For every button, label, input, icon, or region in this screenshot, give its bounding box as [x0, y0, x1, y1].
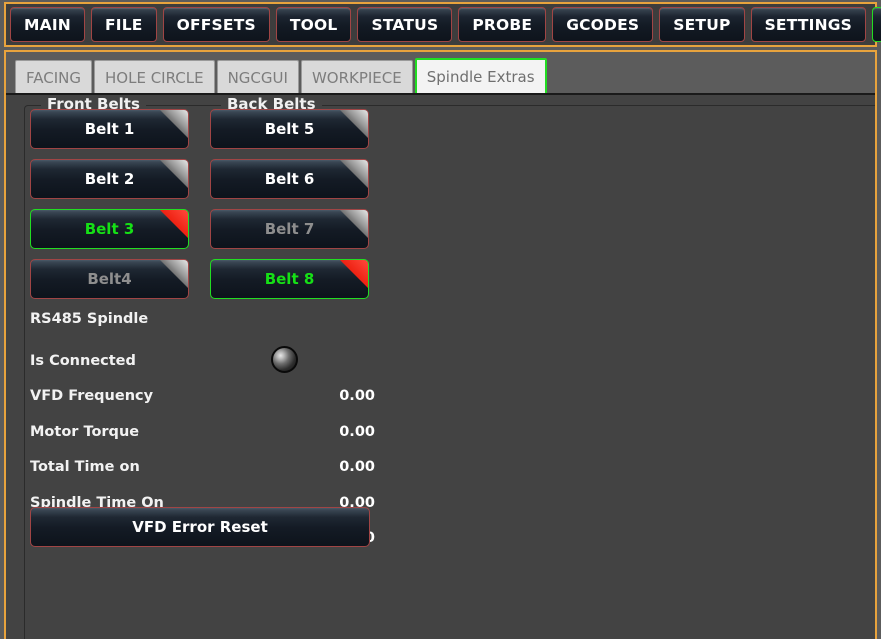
tab-label: HOLE CIRCLE: [105, 69, 204, 87]
spindle-extras-panel: Front Belts Back Belts Belt 1 Belt 2 Belt …: [6, 93, 875, 639]
belt-button-belt5[interactable]: Belt 5: [210, 109, 369, 149]
belt-button-label: Belt 5: [264, 120, 315, 138]
tab-workpiece[interactable]: WORKPIECE: [300, 60, 413, 95]
nav-button-gcodes[interactable]: GCODES: [552, 7, 654, 42]
spindle-row-label: VFD Frequency: [30, 388, 154, 405]
nav-button-probe[interactable]: PROBE: [458, 7, 547, 42]
nav-button-label: FILE: [104, 15, 143, 34]
nav-button-status[interactable]: STATUS: [357, 7, 453, 42]
back-belts-title: Back Belts: [221, 95, 322, 113]
nav-button-label: SETTINGS: [764, 15, 853, 34]
belt-button-label: Belt 6: [264, 170, 315, 188]
belt-button-label: Belt 1: [84, 120, 135, 138]
nav-button-utils[interactable]: UTILS: [872, 7, 881, 42]
tab-ngcgui[interactable]: NGCGUI: [216, 60, 299, 95]
spindle-row-value: 0.00: [339, 494, 375, 511]
corner-fold-grey-icon: [160, 110, 188, 138]
tab-hole-circle[interactable]: HOLE CIRCLE: [94, 60, 215, 95]
spindle-row-value: 0.00: [339, 459, 375, 476]
vfd-error-reset-label: VFD Error Reset: [132, 518, 268, 536]
belt-button-belt3[interactable]: Belt 3: [30, 209, 189, 249]
nav-button-label: GCODES: [566, 15, 640, 34]
corner-fold-grey-icon: [340, 160, 368, 188]
tab-label: FACING: [26, 69, 81, 87]
nav-button-setup[interactable]: SETUP: [659, 7, 745, 42]
nav-button-main[interactable]: MAIN: [10, 7, 85, 42]
vfd-error-reset-button[interactable]: VFD Error Reset: [30, 507, 370, 547]
is-connected-label: Is Connected: [30, 352, 136, 369]
spindle-row-label: Motor Torque: [30, 423, 140, 440]
utils-tab-bar: FACING HOLE CIRCLE NGCGUI WORKPIECE Spindle …: [6, 52, 875, 95]
corner-fold-grey-icon: [160, 260, 188, 288]
corner-fold-grey-icon: [160, 160, 188, 188]
belt-button-belt4[interactable]: Belt4: [30, 259, 189, 299]
belt-button-belt7[interactable]: Belt 7: [210, 209, 369, 249]
belt-button-label: Belt 8: [264, 270, 315, 288]
belt-button-belt8[interactable]: Belt 8: [210, 259, 369, 299]
nav-button-label: MAIN: [24, 15, 71, 34]
belt-button-belt6[interactable]: Belt 6: [210, 159, 369, 199]
corner-fold-red-icon: [340, 260, 368, 288]
tab-label: Spindle Extras: [426, 67, 535, 86]
nav-button-label: SETUP: [673, 15, 731, 34]
nav-button-file[interactable]: FILE: [90, 7, 157, 42]
belt-button-label: Belt4: [87, 270, 132, 288]
belt-button-label: Belt 7: [264, 220, 315, 238]
belt-button-label: Belt 3: [84, 220, 135, 238]
is-connected-row: Is Connected: [30, 343, 375, 379]
navigation-button-group: MAIN FILE OFFSETS TOOL STATUS PROBE GCODES SETU…: [6, 4, 881, 45]
rs485-spindle-heading: RS485 Spindle: [30, 311, 149, 327]
nav-button-label: PROBE: [472, 15, 533, 34]
nav-button-label: OFFSETS: [176, 15, 256, 34]
nav-button-label: TOOL: [289, 15, 338, 34]
corner-fold-grey-icon: [340, 110, 368, 138]
spindle-row-label: Total Time on: [30, 459, 140, 476]
tab-label: WORKPIECE: [311, 69, 402, 87]
main-navigation-bar: MAIN FILE OFFSETS TOOL STATUS PROBE GCODES SETU…: [4, 2, 881, 47]
nav-button-label: STATUS: [371, 15, 439, 34]
belt-button-belt2[interactable]: Belt 2: [30, 159, 189, 199]
connection-status-led: [271, 346, 298, 373]
content-frame: FACING HOLE CIRCLE NGCGUI WORKPIECE Spindle …: [4, 50, 877, 639]
spindle-row-motor-torque: Motor Torque 0.00: [30, 414, 375, 450]
front-belts-column: Belt 1 Belt 2 Belt 3 Belt4: [30, 109, 189, 309]
belt-button-belt1[interactable]: Belt 1: [30, 109, 189, 149]
spindle-row-total-time-on: Total Time on 0.00: [30, 450, 375, 486]
nav-button-tool[interactable]: TOOL: [275, 7, 352, 42]
spindle-row-value: 0.00: [339, 423, 375, 440]
belts-groupbox: Front Belts Back Belts: [24, 95, 875, 639]
spindle-row-value: 0.00: [339, 388, 375, 405]
nav-button-settings[interactable]: SETTINGS: [750, 7, 867, 42]
tab-label: NGCGUI: [227, 69, 288, 87]
corner-fold-grey-icon: [340, 210, 368, 238]
belt-button-label: Belt 2: [84, 170, 135, 188]
spindle-row-vfd-frequency: VFD Frequency 0.00: [30, 379, 375, 415]
tab-spindle-extras[interactable]: Spindle Extras: [414, 58, 547, 95]
back-belts-column: Belt 5 Belt 6 Belt 7 Belt 8: [210, 109, 369, 309]
tab-facing[interactable]: FACING: [15, 60, 92, 95]
spindle-row-spindle-time-on: Spindle Time On 0.00: [30, 485, 375, 521]
corner-fold-red-icon: [160, 210, 188, 238]
front-belts-title: Front Belts: [41, 95, 146, 113]
nav-button-offsets[interactable]: OFFSETS: [162, 7, 270, 42]
spindle-row-label: Spindle Time On: [30, 494, 164, 511]
